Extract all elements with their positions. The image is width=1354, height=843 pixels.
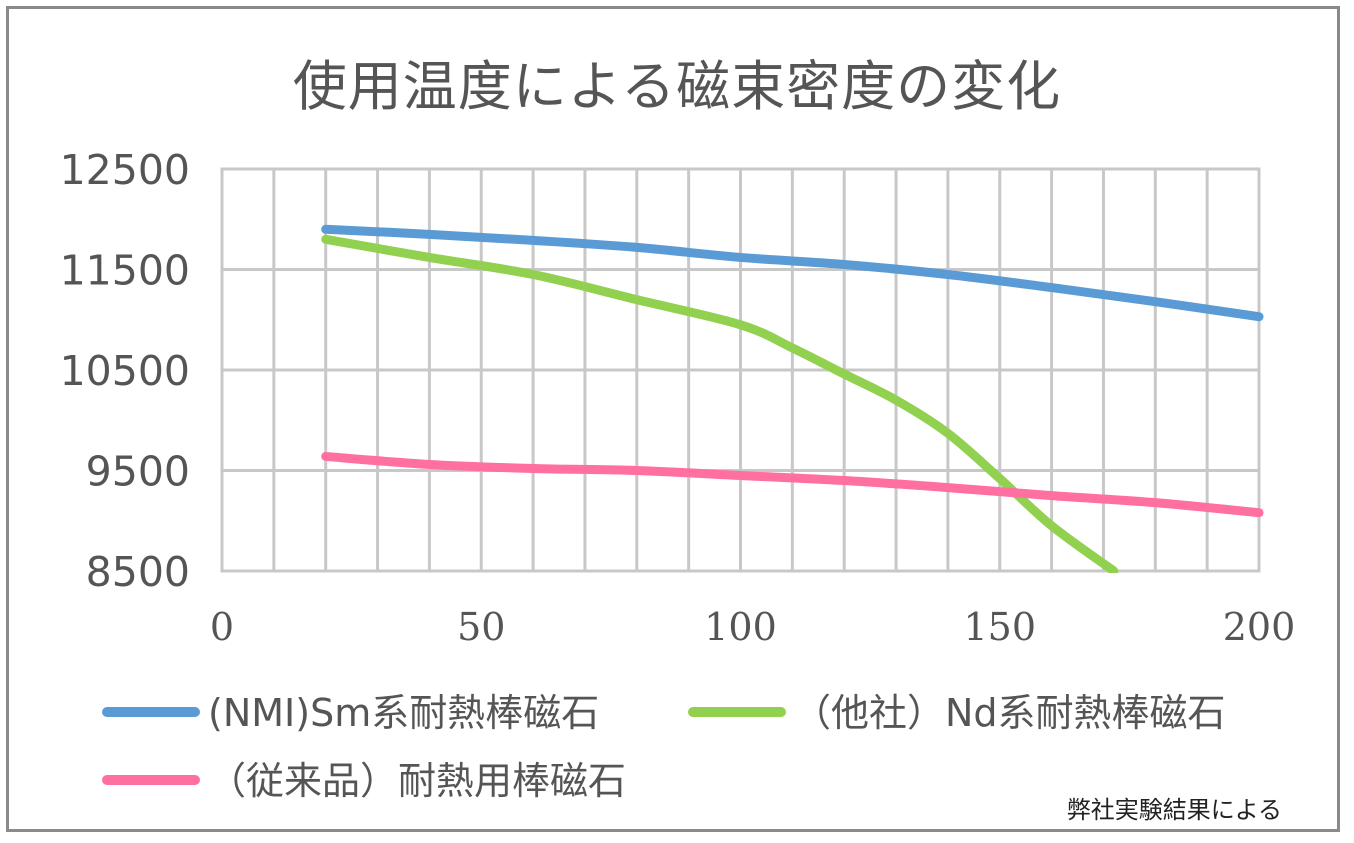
y-tick-label: 8500	[86, 548, 190, 596]
footnote: 弊社実験結果による	[1066, 796, 1282, 824]
series-lines	[321, 224, 1264, 573]
legend-label-1: (NMI)Sm系耐熱棒磁石	[208, 691, 599, 735]
y-axis-ticks: 12500 11500 10500 9500 8500	[60, 146, 190, 596]
series-line-3	[321, 451, 1264, 518]
y-tick-label: 9500	[86, 448, 190, 496]
x-tick-label: 100	[704, 605, 777, 649]
legend: (NMI)Sm系耐熱棒磁石 （他社）Nd系耐熱棒磁石 （従来品）耐熱用棒磁石	[102, 691, 1226, 803]
x-axis-ticks: 0 50 100 150 200	[210, 605, 1295, 649]
y-tick-label: 12500	[60, 146, 190, 194]
y-tick-label: 11500	[60, 247, 190, 295]
x-tick-label: 50	[457, 605, 505, 649]
chart-frame	[6, 6, 1340, 832]
chart-title: 使用温度による磁束密度の変化	[292, 55, 1062, 118]
legend-label-3: （従来品）耐熱用棒磁石	[208, 759, 626, 803]
y-tick-label: 10500	[60, 347, 190, 395]
x-tick-label: 0	[210, 605, 234, 649]
x-tick-label: 150	[963, 605, 1036, 649]
series-line-1	[321, 224, 1264, 322]
series-line-2	[321, 234, 1119, 573]
legend-label-2: （他社）Nd系耐熱棒磁石	[793, 691, 1226, 735]
x-tick-label: 200	[1223, 605, 1296, 649]
